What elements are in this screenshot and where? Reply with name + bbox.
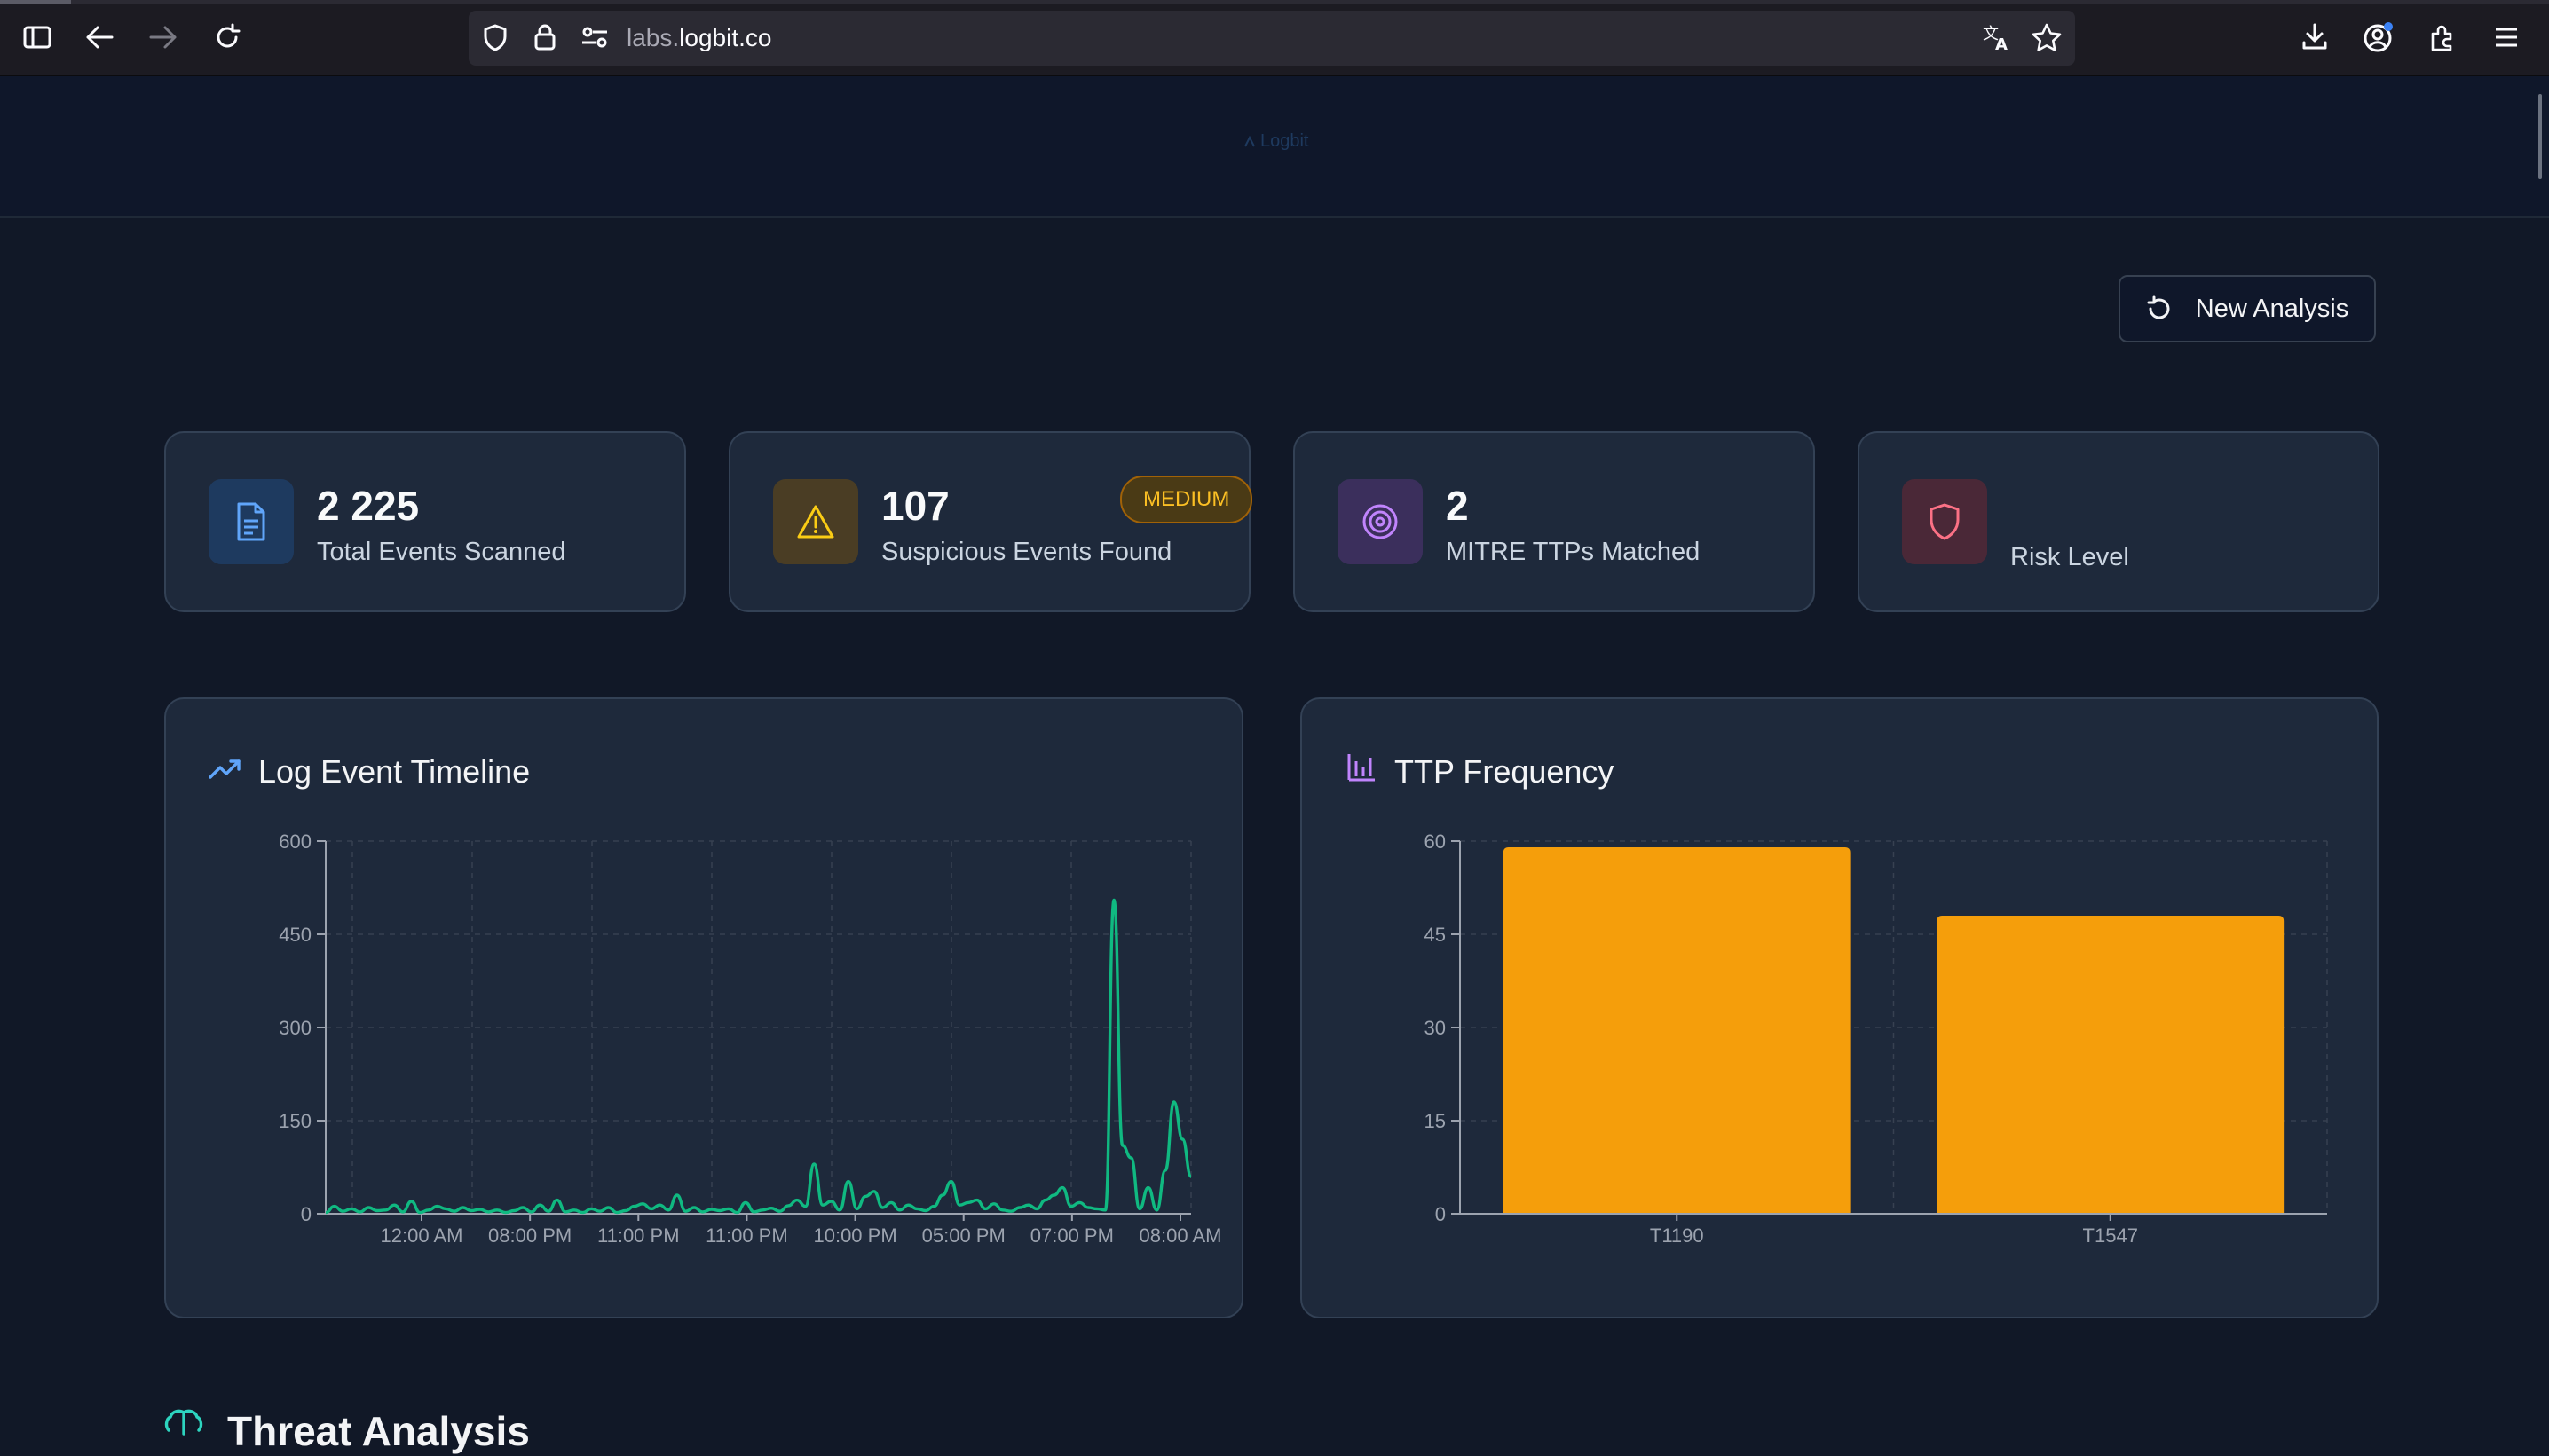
stat-card-mitre-ttps: 2 MITRE TTPs Matched — [1293, 431, 1815, 612]
stat-label: Suspicious Events Found — [881, 538, 1172, 566]
app-header — [0, 76, 2549, 218]
x-tick-label: 10:00 PM — [813, 1224, 896, 1247]
logo-icon — [1244, 135, 1255, 146]
card-title: TTP Frequency — [1394, 753, 1614, 790]
bar-t1547 — [1937, 916, 2285, 1214]
stat-value: 2 — [1446, 483, 1469, 529]
reload-icon[interactable] — [209, 20, 245, 55]
stat-card-risk-level: Risk Level — [1858, 431, 2379, 612]
sidebar-icon[interactable] — [20, 20, 55, 55]
y-tick-label: 15 — [1424, 1110, 1446, 1132]
stat-label: MITRE TTPs Matched — [1446, 538, 1701, 566]
new-analysis-button[interactable]: New Analysis — [2119, 275, 2376, 342]
ttp-frequency-chart: 0 15 30 45 60 T1190 T1547 — [1424, 830, 2328, 1247]
page-scrollbar[interactable] — [2538, 94, 2542, 179]
download-icon[interactable] — [2297, 20, 2332, 55]
card-title: Log Event Timeline — [258, 753, 531, 790]
x-tick-label: 11:00 PM — [597, 1224, 680, 1247]
x-tick-label: 07:00 PM — [1030, 1224, 1114, 1247]
bar-chart-icon — [1346, 752, 1377, 783]
document-icon — [209, 479, 294, 564]
lock-icon[interactable] — [527, 20, 563, 55]
forward-icon[interactable] — [146, 20, 181, 55]
svg-text:A: A — [1995, 35, 2008, 51]
x-tick-label: 05:00 PM — [922, 1224, 1006, 1247]
app-logo[interactable]: Logbit — [1243, 131, 1309, 152]
x-tick-label: 12:00 AM — [381, 1224, 463, 1247]
risk-level-badge: MEDIUM — [1120, 476, 1253, 523]
logo-text: Logbit — [1260, 131, 1309, 151]
url-subdomain: labs. — [627, 24, 680, 51]
stat-label: Risk Level — [2010, 543, 2129, 571]
url-text[interactable]: labs.logbit.co — [627, 21, 771, 55]
x-tick-label: T1547 — [2083, 1224, 2138, 1247]
permissions-icon[interactable] — [577, 20, 612, 55]
refresh-icon — [2147, 295, 2170, 319]
back-icon[interactable] — [82, 20, 117, 55]
target-icon — [1338, 479, 1423, 564]
bookmark-star-icon[interactable] — [2029, 20, 2064, 55]
y-tick-label: 0 — [1435, 1203, 1446, 1225]
y-tick-label: 60 — [1424, 830, 1446, 853]
active-tab-indicator — [0, 0, 71, 4]
menu-icon[interactable] — [2489, 20, 2524, 55]
stat-value: 2 225 — [317, 483, 420, 529]
x-tick-label: T1190 — [1650, 1224, 1704, 1247]
bar-t1190 — [1503, 847, 1851, 1214]
y-tick-label: 600 — [279, 830, 312, 853]
account-icon[interactable] — [2361, 20, 2396, 55]
trending-up-icon — [209, 758, 242, 781]
x-tick-label: 11:00 PM — [706, 1224, 788, 1247]
x-tick-label: 08:00 AM — [1140, 1224, 1222, 1247]
url-domain: logbit.co — [679, 24, 772, 51]
svg-text:文: 文 — [1983, 25, 1999, 43]
new-analysis-label: New Analysis — [2195, 294, 2349, 323]
tracking-shield-icon[interactable] — [477, 20, 513, 55]
threat-analysis-heading: Threat Analysis — [227, 1408, 530, 1454]
brain-icon — [164, 1409, 203, 1436]
stat-label: Total Events Scanned — [317, 538, 566, 566]
stat-card-total-events: 2 225 Total Events Scanned — [164, 431, 686, 612]
stat-value: 107 — [881, 483, 950, 529]
shield-icon — [1902, 479, 1987, 564]
y-tick-label: 30 — [1424, 1017, 1446, 1039]
tab-strip — [0, 0, 2549, 4]
y-tick-label: 450 — [279, 924, 312, 946]
url-bar[interactable] — [469, 11, 2075, 66]
timeline-chart: 0 150 300 450 600 12:00 AM 08:00 PM 11:00 PM 11:… — [279, 830, 1222, 1247]
y-tick-label: 0 — [301, 1203, 312, 1225]
log-event-timeline-card: Log Event Timeline 0 150 300 450 600 12:00 AM… — [164, 697, 1243, 1318]
y-tick-label: 150 — [279, 1110, 312, 1132]
ttp-frequency-card: TTP Frequency 0 15 30 45 60 T1190 T1547 — [1300, 697, 2379, 1318]
x-tick-label: 08:00 PM — [488, 1224, 572, 1247]
warning-icon — [773, 479, 858, 564]
extensions-icon[interactable] — [2425, 20, 2460, 55]
y-tick-label: 45 — [1424, 924, 1446, 946]
y-tick-label: 300 — [279, 1017, 312, 1039]
timeline-series-line — [325, 898, 1193, 1215]
